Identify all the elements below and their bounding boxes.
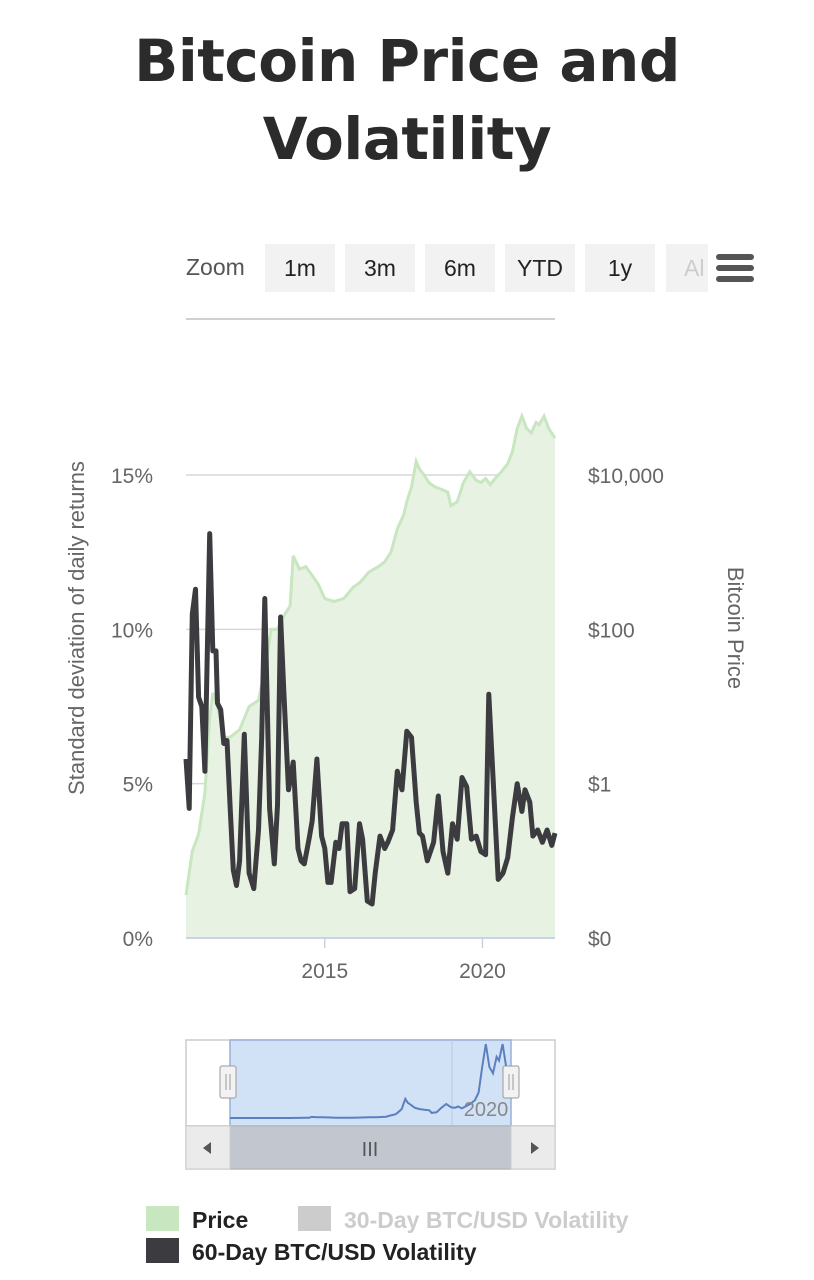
navigator-price-line [230,1043,512,1119]
zoom-ytd-button[interactable]: YTD [505,244,575,292]
scrollbar-grip: III [362,1139,379,1161]
price-line [184,411,557,896]
navigator-left-handle[interactable] [219,1065,237,1099]
scrollbar[interactable]: III [185,1125,556,1170]
navigator-tick-2020: 2020 [464,1099,509,1121]
scroll-right-button[interactable] [510,1125,556,1170]
legend-swatch-price [146,1206,179,1231]
legend-swatch-60d [146,1238,179,1263]
axis-ticks: 0% 5% 10% 15% $0 $1 $100 $10,000 2015 2020 [111,465,664,983]
x-tick-label: 2015 [301,960,348,983]
y-tick-label: 10% [111,619,153,642]
x-tick-label: 2020 [459,960,506,983]
navigator[interactable]: 2020 [185,1039,556,1127]
y-axis-title: Standard deviation of daily returns [64,461,89,795]
y2-tick-label: $1 [588,774,611,797]
volatility-60d-line [183,531,558,907]
y2-tick-label: $100 [588,619,635,642]
scroll-right-arrow-icon [531,1142,539,1154]
y-tick-label: 0% [123,928,153,951]
zoom-1m-button[interactable]: 1m [265,244,335,292]
hamburger-menu-icon[interactable] [716,254,756,286]
zoom-3m-button[interactable]: 3m [345,244,415,292]
y-tick-label: 5% [123,774,153,797]
legend-label-30d: 30-Day BTC/USD Volatility [344,1207,629,1233]
scroll-left-arrow-icon [203,1142,211,1154]
zoom-label: Zoom [186,254,245,280]
y-tick-label: 15% [111,465,153,488]
scrollbar-thumb[interactable] [229,1125,512,1170]
zoom-6m-button[interactable]: 6m [425,244,495,292]
y2-tick-label: $0 [588,928,611,951]
navigator-selection[interactable] [229,1039,512,1127]
legend-label-60d: 60-Day BTC/USD Volatility [192,1239,477,1265]
title-line-2: Volatility [262,105,552,173]
chart-svg: 0% 5% 10% 15% $0 $1 $100 $10,000 2015 2020 Standa… [64,318,748,1170]
legend-swatch-30d [298,1206,331,1231]
y2-axis-title: Bitcoin Price [723,567,748,689]
zoom-1y-button[interactable]: 1y [585,244,655,292]
y2-tick-label: $10,000 [588,465,664,488]
navigator-right-handle[interactable] [502,1065,520,1099]
page-title: Bitcoin Price and Volatility [0,22,814,178]
legend-label-price: Price [192,1207,249,1233]
title-line-1: Bitcoin Price and [134,27,680,95]
zoom-all-button[interactable]: Al [666,244,708,292]
